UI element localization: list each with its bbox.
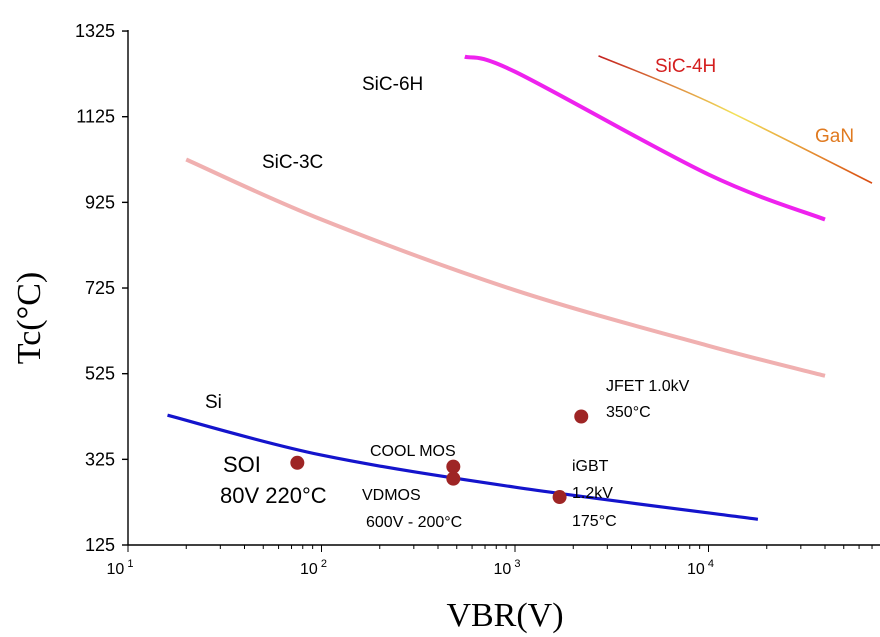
x-tick-label: 10 1 [107, 558, 134, 578]
series-label-si: Si [205, 392, 222, 413]
point-label-vdmos: VDMOS [362, 487, 421, 504]
y-tick-label: 725 [85, 278, 115, 298]
y-axis-title: Tc(°C) [11, 272, 48, 364]
data-point-cool-mos [446, 459, 461, 474]
data-point-soi [290, 455, 305, 470]
y-tick-label: 525 [85, 364, 115, 384]
data-point-jfet [574, 409, 589, 424]
point-label-jfet: JFET 1.0kV [606, 378, 690, 395]
data-point-vdmos [446, 471, 461, 486]
y-ticks: 125 325 525 725 925 1125 1325 [75, 21, 128, 555]
data-point-igbt [552, 490, 567, 505]
y-tick-label: 1125 [76, 107, 115, 127]
point-label-vdmos-rating: 600V - 200°C [366, 514, 462, 531]
series-label-sic-3c: SiC-3C [262, 152, 323, 173]
point-label-cool-mos: COOL MOS [370, 443, 456, 460]
series-sic-4h-gan-curve [598, 55, 873, 184]
point-label-soi: SOI [223, 452, 261, 477]
series-sic-6h-curve [464, 54, 826, 222]
x-ticks: 10 1 10 2 10 3 10 4 [107, 545, 873, 578]
y-tick-label: 125 [85, 535, 115, 555]
series-sic-3c-curve [185, 157, 826, 378]
point-label-igbt-voltage: 1.2kV [572, 485, 613, 502]
y-tick-label: 925 [85, 192, 115, 212]
x-tick-label: 10 4 [687, 558, 714, 578]
series-label-sic-4h: SiC-4H [655, 56, 716, 77]
y-tick-label: 325 [85, 449, 115, 469]
point-label-jfet-temp: 350°C [606, 404, 651, 421]
x-tick-label: 10 2 [300, 558, 327, 578]
x-tick-label: 10 3 [494, 558, 521, 578]
point-label-soi-rating: 80V 220°C [220, 483, 327, 508]
series-si-curve [167, 413, 759, 521]
series-label-gan: GaN [815, 126, 854, 147]
y-tick-label: 1325 [75, 21, 115, 41]
series-label-sic-6h: SiC-6H [362, 74, 423, 95]
point-label-igbt: iGBT [572, 458, 609, 475]
point-label-igbt-temp: 175°C [572, 513, 617, 530]
x-axis-title: VBR(V) [446, 597, 563, 634]
